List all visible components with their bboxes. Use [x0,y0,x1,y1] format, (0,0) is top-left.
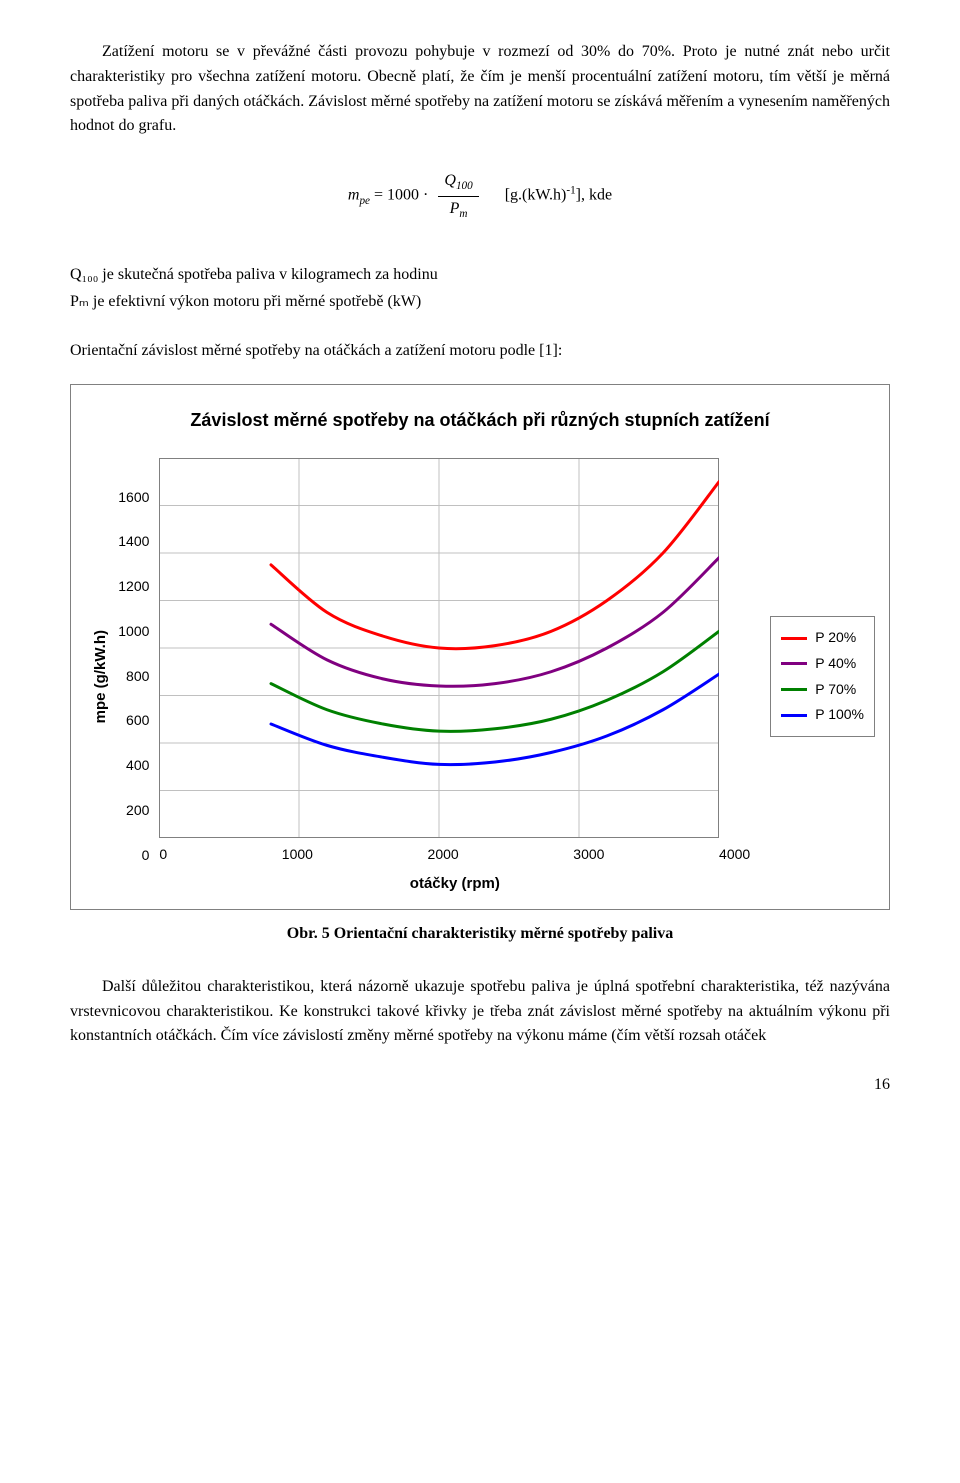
chart-x-ticks: 0 1000 2000 3000 4000 [159,844,750,866]
chart-y-tick-label: 1600 [118,487,149,509]
formula-num-sub: 100 [456,180,473,192]
legend-item: P 70% [781,679,864,701]
chart-legend: P 20% P 40% P 70% P 100% [770,616,875,737]
symbol-definitions: Q₁₀₀ je skutečná spotřeba paliva v kilog… [70,263,890,315]
chart-container: Závislost měrné spotřeby na otáčkách při… [70,384,890,910]
formula-lhs-sub: pe [359,195,370,207]
chart-x-tick-label: 2000 [428,844,459,866]
legend-item: P 40% [781,653,864,675]
formula-fraction: Q100 Pm [438,169,478,223]
body-paragraph: Další důležitou charakteristikou, která … [70,975,890,1049]
chart-x-tick-label: 0 [159,844,167,866]
formula-unit-sup: -1 [566,185,575,197]
legend-label: P 70% [815,679,856,701]
formula-equals: = 1000 · [374,187,428,204]
definition-q100: Q₁₀₀ je skutečná spotřeba paliva v kilog… [70,263,890,288]
chart-y-tick-label: 1000 [118,621,149,643]
chart-svg [159,458,719,838]
legend-item: P 100% [781,704,864,726]
formula-num-var: Q [444,172,456,189]
page-number: 16 [70,1073,890,1098]
chart-y-tick-label: 800 [126,666,149,688]
definition-pm: Pₘ je efektivní výkon motoru při měrné s… [70,290,890,315]
chart-y-tick-label: 200 [126,800,149,822]
legend-label: P 100% [815,704,864,726]
chart-x-tick-label: 3000 [573,844,604,866]
figure-caption: Obr. 5 Orientační charakteristiky měrné … [70,922,890,947]
formula-unit-close: ], kde [576,187,612,204]
formula-den-sub: m [459,208,467,220]
formula-lhs-var: m [348,187,360,204]
legend-swatch [781,662,807,665]
body-paragraph: Orientační závislost měrné spotřeby na o… [70,339,890,364]
legend-swatch [781,714,807,717]
chart-title: Závislost měrné spotřeby na otáčkách při… [125,409,835,432]
formula-unit: [g.(kW.h) [505,187,567,204]
chart-y-tick-label: 0 [142,845,150,867]
body-paragraph: Zatížení motoru se v převážné části prov… [70,40,890,139]
chart-y-tick-label: 400 [126,755,149,777]
legend-swatch [781,637,807,640]
chart-x-axis-label: otáčky (rpm) [159,872,750,895]
legend-swatch [781,688,807,691]
chart-x-tick-label: 4000 [719,844,750,866]
legend-label: P 20% [815,627,856,649]
formula: mpe = 1000 · Q100 Pm [g.(kW.h)-1], kde [70,169,890,223]
chart-y-axis-label: mpe (g/kW.h) [85,630,112,723]
legend-item: P 20% [781,627,864,649]
chart-x-tick-label: 1000 [282,844,313,866]
legend-label: P 40% [815,653,856,675]
chart-y-tick-label: 600 [126,710,149,732]
chart-y-tick-label: 1400 [118,531,149,553]
chart-y-ticks: 1600 1400 1200 1000 800 600 400 200 0 [118,487,153,867]
chart-plot-area: 0 1000 2000 3000 4000 otáčky (rpm) [159,458,750,895]
formula-den-var: P [450,200,460,217]
chart-y-tick-label: 1200 [118,576,149,598]
